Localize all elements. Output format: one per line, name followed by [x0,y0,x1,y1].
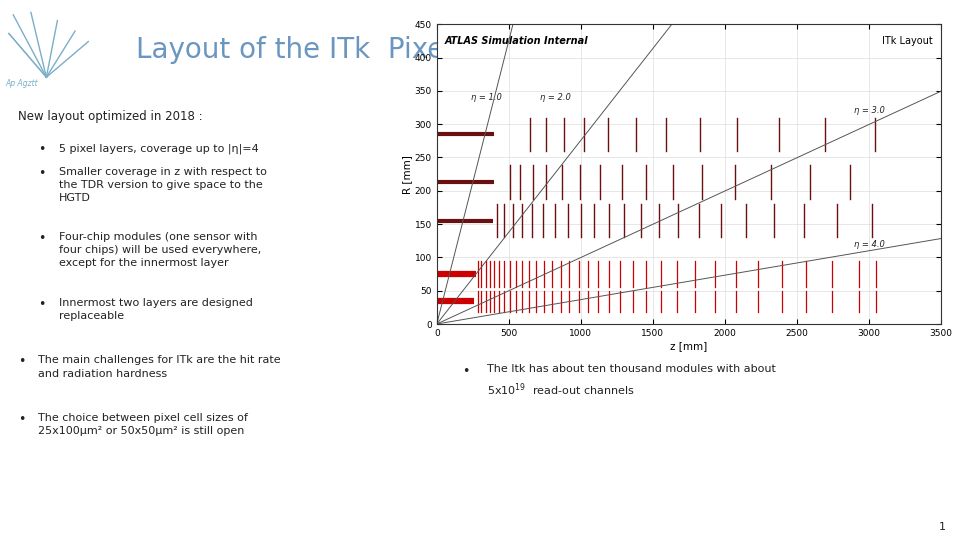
Text: ATLAS Simulation Internal: ATLAS Simulation Internal [444,36,588,46]
Text: 1: 1 [939,522,946,532]
Text: η = 4.0: η = 4.0 [854,240,885,248]
Text: The main challenges for ITk are the hit rate
and radiation hardness: The main challenges for ITk are the hit … [38,355,281,379]
Text: New layout optimized in 2018 :: New layout optimized in 2018 : [18,110,203,123]
Text: The choice between pixel cell sizes of
25x100μm² or 50x50μm² is still open: The choice between pixel cell sizes of 2… [38,413,249,436]
Text: η = 2.0: η = 2.0 [540,93,571,102]
Text: The Itk has about ten thousand modules with about
5x10$^{19}$  read-out channels: The Itk has about ten thousand modules w… [487,364,776,397]
Text: •: • [38,143,46,157]
Y-axis label: R [mm]: R [mm] [402,155,412,193]
Text: •: • [38,298,46,310]
Text: Ap Agztt: Ap Agztt [6,79,38,87]
Text: •: • [18,355,25,368]
Text: Layout of the ITk  Pixel Detector: Layout of the ITk Pixel Detector [136,36,582,64]
Text: Smaller coverage in z with respect to
the TDR version to give space to the
HGTD: Smaller coverage in z with respect to th… [60,167,267,203]
Text: •: • [38,167,46,180]
Text: Four-chip modules (one sensor with
four chips) will be used everywhere,
except f: Four-chip modules (one sensor with four … [60,232,261,268]
Text: ITk Layout: ITk Layout [882,36,933,46]
Text: 5 pixel layers, coverage up to |η|=4: 5 pixel layers, coverage up to |η|=4 [60,143,259,154]
Text: •: • [38,232,46,245]
Text: η = 1.0: η = 1.0 [471,93,502,102]
Text: •: • [462,364,469,377]
Text: η = 3.0: η = 3.0 [854,106,885,116]
Text: Innermost two layers are designed
replaceable: Innermost two layers are designed replac… [60,298,253,321]
Text: •: • [18,413,25,426]
X-axis label: z [mm]: z [mm] [670,341,708,350]
